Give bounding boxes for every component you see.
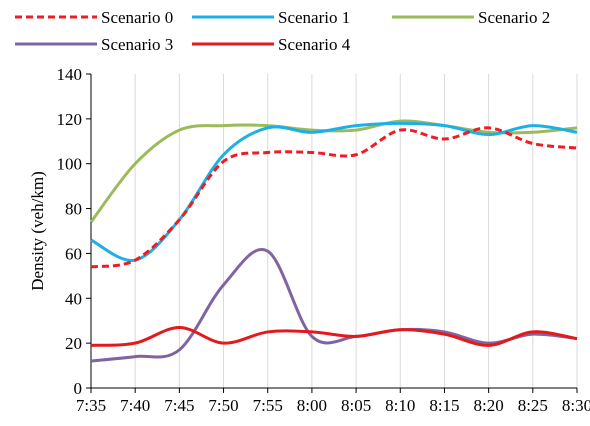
x-tick-label: 8:05 — [341, 396, 371, 415]
legend-label: Scenario 2 — [478, 8, 550, 27]
tick-labels: 0 20 40 60 80 100 120 140 7:35 7:40 7:45 7:50 7:55 8:… — [57, 65, 590, 415]
x-tick-label: 7:45 — [164, 396, 194, 415]
series-line-scenario-4 — [90, 325, 578, 347]
legend-label: Scenario 4 — [278, 35, 351, 54]
y-tick-label: 100 — [57, 155, 83, 174]
x-tick-label: 8:10 — [385, 396, 415, 415]
x-tick-label: 7:35 — [76, 396, 106, 415]
legend-item-scenario-2: Scenario 2 — [392, 8, 550, 27]
x-tick-label: 8:15 — [429, 396, 459, 415]
axes — [86, 73, 578, 393]
y-tick-label: 140 — [57, 65, 83, 84]
series-line-scenario-2 — [89, 119, 578, 223]
x-tick-label: 7:40 — [120, 396, 150, 415]
legend-label: Scenario 3 — [101, 35, 173, 54]
legend-item-scenario-3: Scenario 3 — [15, 35, 173, 54]
y-tick-label: 40 — [65, 289, 82, 308]
x-tick-label: 8:00 — [297, 396, 327, 415]
series-line-scenario-3 — [90, 248, 578, 363]
y-tick-label: 120 — [57, 110, 83, 129]
legend-label: Scenario 0 — [101, 8, 173, 27]
legend-item-scenario-1: Scenario 1 — [192, 8, 350, 27]
x-tick-label: 7:55 — [253, 396, 283, 415]
series-line-scenario-1 — [90, 121, 578, 262]
x-tick-label: 8:30 — [562, 396, 590, 415]
series-lines — [89, 119, 578, 363]
x-tick-label: 7:50 — [208, 396, 238, 415]
y-tick-label: 0 — [74, 379, 83, 398]
y-axis-label: Density (veh/km) — [28, 171, 47, 290]
y-tick-label: 20 — [65, 334, 82, 353]
y-tick-label: 80 — [65, 200, 82, 219]
grid — [134, 74, 578, 388]
legend-item-scenario-0: Scenario 0 — [15, 8, 173, 27]
legend-item-scenario-4: Scenario 4 — [192, 35, 351, 54]
legend-label: Scenario 1 — [278, 8, 350, 27]
y-tick-label: 60 — [65, 244, 82, 263]
series-line-scenario-0 — [90, 126, 578, 269]
legend: Scenario 0 Scenario 1 Scenario 2 Scenario 3… — [15, 8, 550, 54]
x-tick-label: 8:25 — [518, 396, 548, 415]
x-tick-label: 8:20 — [474, 396, 504, 415]
